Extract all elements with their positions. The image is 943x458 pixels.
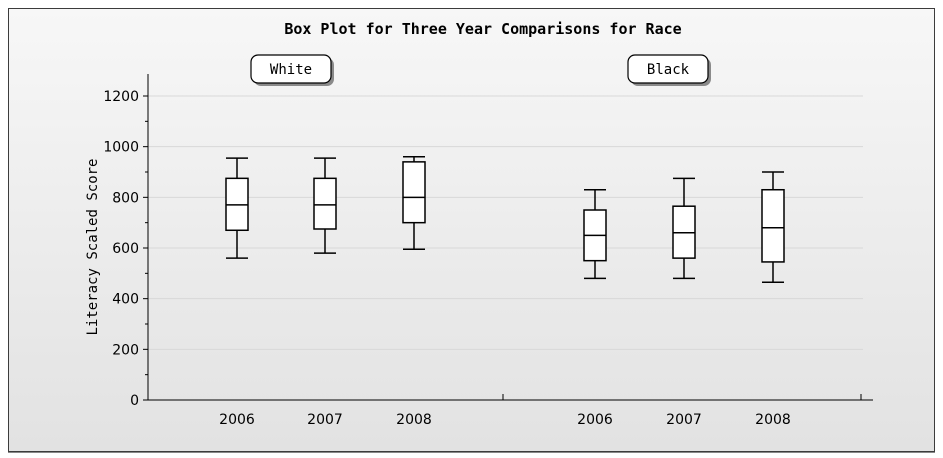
y-tick-label: 0 bbox=[130, 393, 139, 409]
x-tick-label: 2008 bbox=[396, 412, 432, 428]
box-black-2007 bbox=[672, 177, 696, 280]
iqr-box bbox=[313, 177, 337, 230]
y-tick-label: 1000 bbox=[103, 140, 139, 156]
x-tick-label: 2007 bbox=[666, 412, 702, 428]
boxes bbox=[225, 156, 785, 283]
y-tick-label: 600 bbox=[112, 241, 139, 257]
x-tick-label: 2006 bbox=[219, 412, 255, 428]
box-white-2007 bbox=[313, 157, 337, 254]
gridlines bbox=[148, 95, 863, 350]
iqr-box bbox=[402, 161, 426, 224]
axes: 0 200 400 600 800 1000 1200 2006 2007 2008 2006 200… bbox=[103, 74, 873, 428]
box-black-2006 bbox=[583, 188, 607, 280]
y-tick-label: 400 bbox=[112, 292, 139, 308]
group-label-box bbox=[627, 54, 709, 84]
box-black-2008 bbox=[761, 171, 785, 283]
x-tick-label: 2008 bbox=[755, 412, 791, 428]
chart-title: Box Plot for Three Year Comparisons for … bbox=[284, 20, 681, 38]
x-tick-label: 2007 bbox=[307, 412, 343, 428]
y-tick-label: 200 bbox=[112, 342, 139, 358]
y-tick-label: 1200 bbox=[103, 89, 139, 105]
y-tick-label: 800 bbox=[112, 190, 139, 206]
box-white-2006 bbox=[225, 157, 249, 259]
group-labels: White Black bbox=[250, 54, 711, 86]
group-label-black: Black bbox=[647, 62, 690, 78]
iqr-box bbox=[761, 188, 785, 263]
group-label-white: White bbox=[270, 62, 312, 78]
group-label-box bbox=[250, 54, 332, 84]
y-axis-label: Literacy Scaled Score bbox=[85, 158, 101, 335]
x-tick-label: 2006 bbox=[577, 412, 613, 428]
box-white-2008 bbox=[402, 156, 426, 251]
